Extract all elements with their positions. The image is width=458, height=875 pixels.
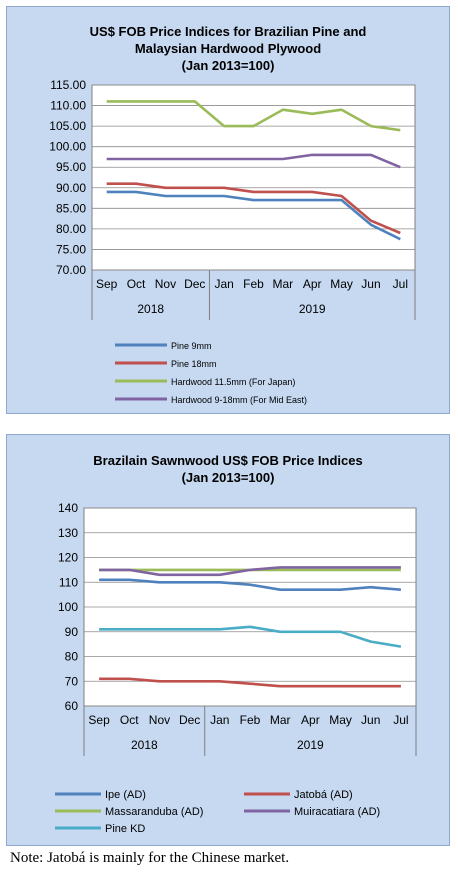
legend-label: Pine 18mm	[171, 359, 217, 369]
legend-label: Pine KD	[105, 823, 145, 835]
x-tick-label: Jun	[361, 713, 380, 727]
x-tick-label: Mar	[273, 277, 294, 291]
year-group-label: 2018	[131, 738, 158, 752]
footnote: Note: Jatobá is mainly for the Chinese m…	[10, 850, 290, 866]
y-tick-label: 60	[65, 699, 79, 713]
legend-label: Hardwood 9-18mm (For Mid East)	[171, 395, 307, 405]
y-tick-label: 105.00	[49, 119, 86, 133]
x-tick-label: Jul	[393, 713, 408, 727]
y-tick-label: 70	[65, 674, 79, 688]
legend-label: Muiracatiara (AD)	[294, 806, 380, 818]
year-group-label: 2019	[297, 738, 324, 752]
y-tick-label: 80	[65, 650, 79, 664]
x-tick-label: Nov	[149, 713, 170, 727]
y-tick-label: 140	[58, 501, 78, 515]
year-group-label: 2019	[299, 302, 326, 316]
sawnwood-price-chart-panel: Brazilain Sawnwood US$ FOB Price Indices…	[6, 434, 450, 846]
plot-area	[91, 84, 416, 271]
series-line-1	[106, 190, 401, 241]
x-tick-label: Jan	[210, 713, 229, 727]
series-line-1	[99, 578, 402, 591]
y-tick-label: 110	[59, 575, 78, 589]
series-line-4	[106, 153, 401, 169]
y-tick-label: 110.00	[50, 99, 86, 113]
x-tick-label: Mar	[270, 713, 291, 727]
legend-label: Hardwood 11.5mm (For Japan)	[171, 377, 295, 387]
plywood-price-chart-panel: US$ FOB Price Indices for Brazilian Pine…	[6, 6, 450, 414]
y-tick-label: 90.00	[56, 181, 86, 195]
x-tick-label: Apr	[303, 277, 322, 291]
x-tick-label: Jan	[214, 277, 233, 291]
x-tick-label: Apr	[301, 713, 320, 727]
y-tick-label: 100	[58, 600, 78, 614]
x-tick-label: May	[329, 713, 352, 727]
legend-label: Jatobá (AD)	[294, 789, 353, 801]
y-tick-label: 100.00	[49, 140, 86, 154]
legend-label: Ipe (AD)	[105, 789, 146, 801]
series-line-2	[99, 677, 401, 688]
y-tick-label: 120	[58, 551, 78, 565]
y-tick-label: 85.00	[56, 201, 86, 215]
x-tick-label: Oct	[120, 713, 139, 727]
x-tick-label: May	[330, 277, 353, 291]
x-tick-label: Jul	[393, 277, 408, 291]
chart-title-line: (Jan 2013=100)	[182, 470, 275, 485]
x-tick-label: Sep	[96, 277, 118, 291]
x-tick-label: Oct	[127, 277, 146, 291]
x-tick-label: Sep	[88, 713, 110, 727]
chart-title-line: Brazilain Sawnwood US$ FOB Price Indices	[93, 453, 362, 468]
series-line-3	[106, 100, 401, 132]
series-line-4	[99, 566, 401, 577]
legend-label: Massaranduba (AD)	[105, 806, 203, 818]
y-tick-label: 90	[65, 625, 79, 639]
chart-title-line: Malaysian Hardwood Plywood	[135, 41, 321, 56]
series-line-5	[99, 625, 402, 648]
x-tick-label: Jun	[361, 277, 380, 291]
series-line-2	[106, 182, 401, 235]
y-tick-label: 75.00	[56, 242, 86, 256]
y-tick-label: 70.00	[56, 263, 86, 277]
year-group-label: 2018	[137, 302, 164, 316]
y-tick-label: 80.00	[56, 222, 86, 236]
legend-label: Pine 9mm	[171, 341, 212, 351]
sawnwood-price-chart: Brazilain Sawnwood US$ FOB Price Indices…	[55, 453, 417, 835]
y-tick-label: 95.00	[56, 160, 86, 174]
x-tick-label: Dec	[184, 277, 205, 291]
x-tick-label: Dec	[179, 713, 200, 727]
plywood-price-chart: US$ FOB Price Indices for Brazilian Pine…	[49, 24, 416, 405]
y-tick-label: 130	[58, 526, 78, 540]
y-tick-label: 115.00	[50, 78, 86, 92]
x-tick-label: Feb	[243, 277, 264, 291]
chart-title-line: (Jan 2013=100)	[182, 58, 275, 73]
x-tick-label: Nov	[155, 277, 176, 291]
chart-title-line: US$ FOB Price Indices for Brazilian Pine…	[90, 24, 367, 39]
x-tick-label: Feb	[240, 713, 261, 727]
